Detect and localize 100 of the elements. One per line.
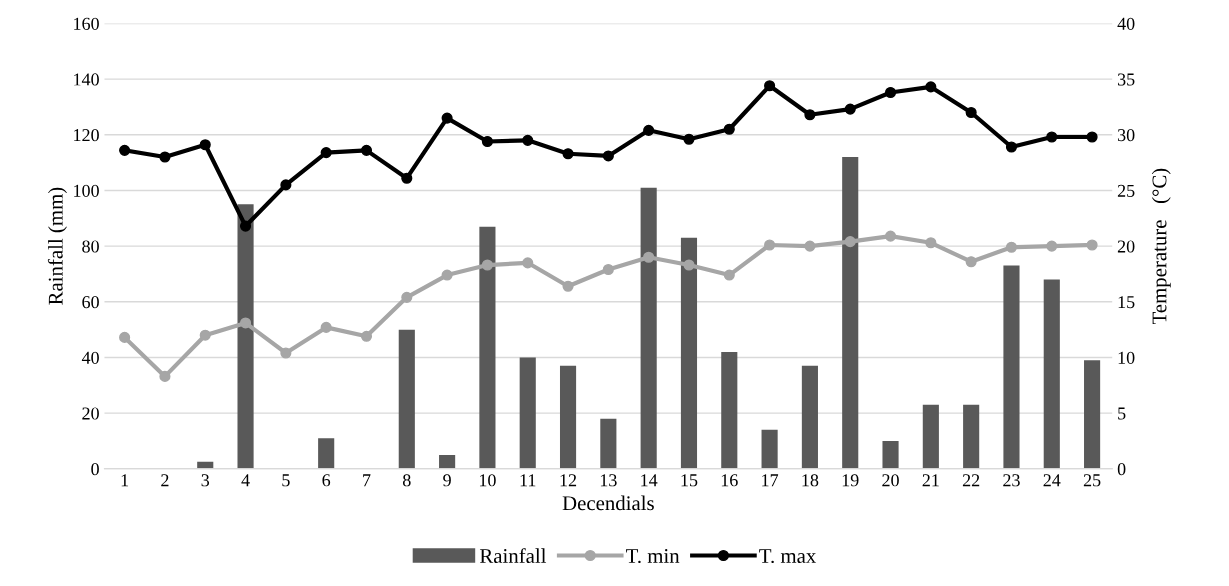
point <box>723 269 735 281</box>
y2-tick-label: 40 <box>1117 17 1135 30</box>
y2-tick-label: 15 <box>1118 296 1135 309</box>
point <box>280 179 292 191</box>
x-tick-label: 6 <box>322 474 331 487</box>
y2-tick-label: 10 <box>1118 351 1135 364</box>
point <box>1086 131 1098 143</box>
point <box>602 263 614 276</box>
bar <box>801 365 818 469</box>
point <box>764 80 776 92</box>
y-tick-label: 60 <box>82 296 99 309</box>
bar <box>1043 279 1060 469</box>
bar <box>963 404 980 469</box>
point <box>239 220 252 232</box>
x-axis-title: Decendials <box>562 495 654 511</box>
y-tick-label: 0 <box>91 463 99 476</box>
y2-tick-label: 30 <box>1117 129 1135 142</box>
y-axis-title: Rainfall (mm) <box>47 187 67 305</box>
bar <box>882 440 899 469</box>
x-tick-label: 4 <box>241 474 250 487</box>
legend-label: T. max <box>759 549 817 564</box>
point <box>683 133 695 145</box>
x-tick-label: 17 <box>762 474 779 487</box>
point <box>441 112 453 124</box>
x-tick-label: 13 <box>600 474 617 487</box>
point <box>844 103 856 115</box>
point <box>401 172 413 184</box>
bar <box>398 329 415 469</box>
point <box>522 134 534 146</box>
point <box>320 147 332 159</box>
x-tick-label: 20 <box>882 474 899 487</box>
bar <box>1003 265 1020 469</box>
y-tick-label: 140 <box>74 73 99 86</box>
bar <box>479 226 496 469</box>
point <box>401 291 413 303</box>
point <box>884 230 897 242</box>
y-tick-label: 80 <box>82 240 99 253</box>
point <box>360 330 373 342</box>
bar <box>600 418 617 469</box>
point <box>320 321 332 333</box>
point <box>119 144 131 156</box>
x-tick-label: 7 <box>363 474 371 487</box>
x-tick-label: 8 <box>402 474 411 487</box>
point <box>239 317 252 329</box>
x-tick-label: 18 <box>802 474 819 487</box>
y2-axis-title: Temperature (°C) <box>1151 168 1171 325</box>
y2-tick-label: 25 <box>1117 184 1135 197</box>
point <box>481 259 493 271</box>
x-tick-label: 19 <box>842 474 859 487</box>
point <box>844 236 856 248</box>
y-tick-label: 100 <box>74 184 99 197</box>
point <box>925 237 937 249</box>
x-tick-label: 23 <box>1003 474 1020 487</box>
x-tick-label: 21 <box>922 474 939 487</box>
point <box>199 329 211 341</box>
point <box>280 347 292 359</box>
point <box>1046 131 1058 143</box>
x-tick-label: 22 <box>962 474 980 487</box>
point <box>562 148 574 160</box>
bar <box>640 187 657 469</box>
y-tick-label: 40 <box>81 351 99 364</box>
point <box>1005 241 1018 253</box>
point <box>119 331 131 343</box>
bar <box>1084 360 1101 469</box>
bar <box>439 454 456 469</box>
x-tick-label: 5 <box>282 474 290 487</box>
y2-tick-label: 35 <box>1117 73 1135 86</box>
bar <box>318 438 335 469</box>
legend-label: Rainfall <box>479 548 547 564</box>
x-tick-label: 9 <box>443 474 451 487</box>
point <box>884 86 897 99</box>
point <box>925 81 937 93</box>
point <box>1086 239 1098 251</box>
bar <box>922 404 939 469</box>
point <box>804 240 816 252</box>
x-tick-label: 3 <box>201 474 210 487</box>
x-tick-label: 12 <box>560 474 577 487</box>
y2-tick-label: 20 <box>1117 240 1135 253</box>
point <box>159 151 171 163</box>
bar <box>721 351 738 469</box>
y-tick-label: 160 <box>74 17 99 30</box>
point <box>159 370 171 382</box>
bar <box>519 357 536 469</box>
point <box>804 109 816 121</box>
point <box>643 124 655 136</box>
point <box>602 150 614 162</box>
x-tick-label: 11 <box>520 474 536 487</box>
x-tick-label: 1 <box>121 474 129 487</box>
point <box>481 135 493 148</box>
x-tick-label: 14 <box>641 474 658 487</box>
bar <box>680 237 698 469</box>
point <box>965 106 977 119</box>
point <box>199 139 211 151</box>
y2-tick-label: 0 <box>1117 463 1126 476</box>
y2-tick-label: 5 <box>1118 407 1126 420</box>
legend-label: T. min <box>626 549 680 564</box>
x-tick-label: 25 <box>1083 474 1101 487</box>
bar <box>559 365 577 469</box>
point <box>723 123 735 135</box>
point <box>643 251 655 263</box>
